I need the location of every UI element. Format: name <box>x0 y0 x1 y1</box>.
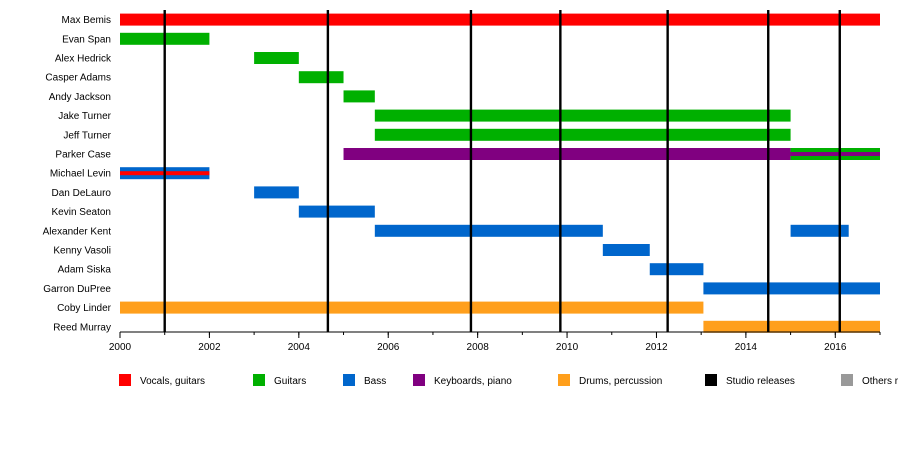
member-label: Garron DuPree <box>43 284 111 295</box>
x-tick-label: 2002 <box>198 342 221 353</box>
x-tick-label: 2010 <box>556 342 579 353</box>
member-bar-bass <box>254 186 299 199</box>
x-tick-label: 2000 <box>109 342 132 353</box>
member-bar-bass <box>703 282 880 295</box>
legend-swatch-vocals <box>119 374 131 386</box>
member-bar-vocals <box>120 13 880 26</box>
member-bar-guitars <box>254 52 299 64</box>
legend-swatch-keys <box>413 374 425 386</box>
member-label: Jeff Turner <box>63 130 111 141</box>
legend: Vocals, guitars Guitars Bass Keyboards, pia… <box>119 374 899 387</box>
member-label: Reed Murray <box>53 322 111 333</box>
legend-swatch-drums <box>558 374 570 386</box>
member-bar-drums <box>703 320 880 333</box>
member-label: Michael Levin <box>50 169 111 180</box>
legend-swatch-guitars <box>253 374 265 386</box>
member-labels: Max Bemis Evan Span Alex Hedrick Casper Ada… <box>43 15 112 333</box>
member-bar-bass <box>298 205 375 218</box>
member-label: Evan Span <box>62 34 111 45</box>
legend-swatch-studio <box>705 374 717 386</box>
x-tick-label: 2006 <box>377 342 400 353</box>
legend-swatch-bass <box>343 374 355 386</box>
studio-release-lines <box>163 10 841 332</box>
member-bar-bass <box>790 224 849 237</box>
x-tick-label: 2008 <box>467 342 490 353</box>
member-label: Adam Siska <box>58 265 112 276</box>
member-bar-bass <box>649 263 704 276</box>
legend-label-studio: Studio releases <box>726 376 795 387</box>
member-bar-drums <box>120 301 704 314</box>
legend-label-guitars: Guitars <box>274 376 306 387</box>
member-bar-guitars <box>298 71 344 84</box>
member-label: Alex Hedrick <box>55 54 112 65</box>
legend-swatch-others <box>841 374 853 386</box>
member-bars <box>120 13 880 333</box>
x-tick-label: 2016 <box>824 342 847 353</box>
member-label: Dan DeLauro <box>52 188 112 199</box>
member-bar-keys <box>343 148 791 160</box>
member-bar-bass <box>374 224 603 237</box>
member-label: Andy Jackson <box>49 92 111 103</box>
member-bar-guitars <box>374 109 791 122</box>
x-tick-label: 2014 <box>735 342 758 353</box>
legend-label-keys: Keyboards, piano <box>434 376 512 387</box>
legend-label-drums: Drums, percussion <box>579 376 662 387</box>
legend-label-vocals: Vocals, guitars <box>140 376 205 387</box>
member-bar-guitars <box>343 90 375 103</box>
x-axis: 2000 2002 2004 2006 2008 2010 2012 2014 2016 <box>109 331 881 353</box>
legend-label-bass: Bass <box>364 376 386 387</box>
member-label: Jake Turner <box>58 111 111 122</box>
member-label: Max Bemis <box>62 15 111 26</box>
member-label: Kenny Vasoli <box>53 246 111 257</box>
member-label: Kevin Seaton <box>52 207 112 218</box>
member-bar-guitars <box>374 128 791 141</box>
member-label: Casper Adams <box>45 73 111 84</box>
member-label: Parker Case <box>55 150 111 161</box>
member-label: Coby Linder <box>57 303 112 314</box>
member-bar-bass <box>602 244 650 256</box>
legend-label-others: Others r <box>862 376 899 387</box>
x-tick-label: 2004 <box>288 342 311 353</box>
member-label: Alexander Kent <box>43 226 112 237</box>
member-bar-stripe-keys <box>790 152 880 156</box>
x-tick-label: 2012 <box>645 342 668 353</box>
